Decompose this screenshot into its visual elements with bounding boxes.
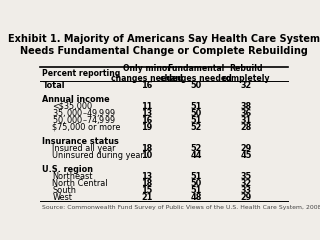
Text: <$35,000: <$35,000 [52, 102, 92, 111]
Text: 52: 52 [191, 144, 202, 153]
Text: Fundamental
changes needed: Fundamental changes needed [160, 64, 232, 84]
Text: 50: 50 [191, 109, 202, 118]
Text: $35,000–$49,999: $35,000–$49,999 [52, 107, 116, 119]
Text: 18: 18 [141, 144, 152, 153]
Text: 32: 32 [240, 179, 252, 188]
Text: 50: 50 [191, 179, 202, 188]
Text: 35: 35 [240, 172, 252, 181]
Text: Rebuild
completely: Rebuild completely [221, 64, 270, 84]
Text: 48: 48 [190, 193, 202, 202]
Text: 38: 38 [240, 102, 252, 111]
Text: West: West [52, 193, 72, 202]
Text: 51: 51 [191, 102, 202, 111]
Text: 13: 13 [141, 172, 152, 181]
Text: $75,000 or more: $75,000 or more [52, 123, 121, 132]
Text: Source: Commonwealth Fund Survey of Public Views of the U.S. Health Care System,: Source: Commonwealth Fund Survey of Publ… [43, 205, 320, 210]
Text: 36: 36 [240, 109, 252, 118]
Text: 28: 28 [240, 123, 252, 132]
Text: U.S. region: U.S. region [43, 165, 93, 174]
Text: 51: 51 [191, 116, 202, 125]
Text: 33: 33 [240, 186, 251, 195]
Text: Northeast: Northeast [52, 172, 93, 181]
Text: Exhibit 1. Majority of Americans Say Health Care System
Needs Fundamental Change: Exhibit 1. Majority of Americans Say Hea… [8, 34, 320, 56]
Text: 11: 11 [141, 102, 152, 111]
Text: South: South [52, 186, 76, 195]
Text: 15: 15 [141, 186, 152, 195]
Text: 16: 16 [141, 81, 152, 90]
Text: 19: 19 [141, 123, 152, 132]
Text: 10: 10 [141, 151, 152, 160]
Text: 50: 50 [191, 81, 202, 90]
Text: Annual income: Annual income [43, 95, 110, 104]
Text: 32: 32 [240, 81, 252, 90]
Text: 52: 52 [191, 123, 202, 132]
Text: 44: 44 [190, 151, 202, 160]
Text: 18: 18 [141, 179, 152, 188]
Text: 51: 51 [191, 172, 202, 181]
Text: 29: 29 [240, 193, 252, 202]
Text: 13: 13 [141, 109, 152, 118]
Text: Uninsured during year: Uninsured during year [52, 151, 144, 160]
Text: 16: 16 [141, 116, 152, 125]
Text: Total: Total [43, 81, 65, 90]
Text: Percent reporting: Percent reporting [43, 69, 121, 78]
Text: North Central: North Central [52, 179, 108, 188]
Text: Insured all year: Insured all year [52, 144, 116, 153]
Text: 21: 21 [141, 193, 152, 202]
Text: 45: 45 [240, 151, 252, 160]
Text: Insurance status: Insurance status [43, 137, 119, 146]
Text: $50,000–$74,999: $50,000–$74,999 [52, 114, 116, 126]
Text: 51: 51 [191, 186, 202, 195]
Text: 29: 29 [240, 144, 252, 153]
Text: Only minor
changes needed: Only minor changes needed [111, 64, 182, 84]
Text: 31: 31 [240, 116, 252, 125]
